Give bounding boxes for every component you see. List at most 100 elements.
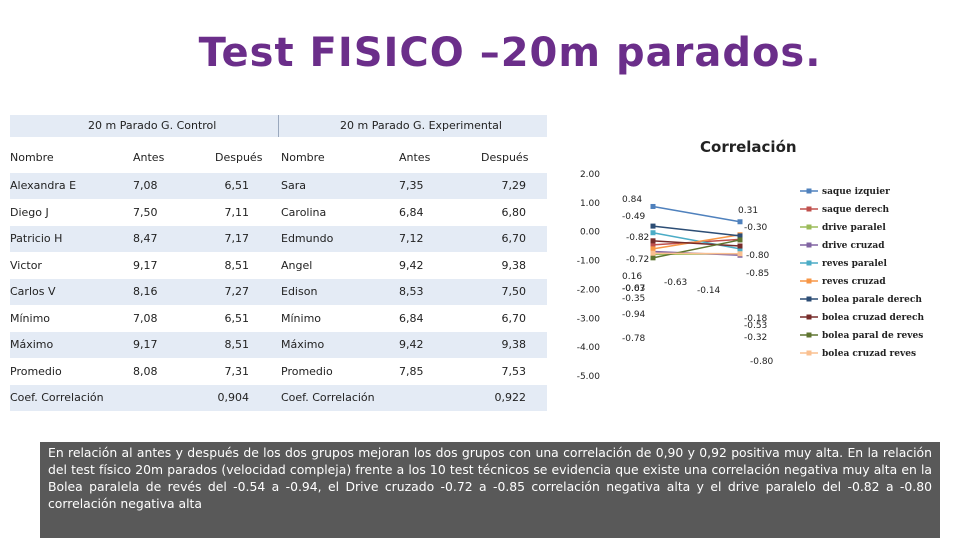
data-label: -0.30 <box>744 223 768 233</box>
table-cell: Diego J <box>10 205 49 219</box>
legend-marker <box>806 242 812 248</box>
table-cell: 7,35 <box>399 179 424 192</box>
correlation-chart: 2.00 1.00 0.00 -1.00 -2.00 -3.00 -4.00 -5.00 saq… <box>577 170 925 382</box>
data-label: -0.94 <box>622 310 646 320</box>
legend-label: drive cruzad <box>822 241 885 251</box>
chart-title: Correlación <box>700 138 797 156</box>
data-label: -0.53 <box>744 321 767 331</box>
data-label: -0.35 <box>622 294 645 304</box>
table-cell: Sara <box>281 179 306 192</box>
legend-label: bolea paral de reves <box>822 331 923 341</box>
legend-marker <box>806 332 812 338</box>
legend-label: drive paralel <box>822 223 886 233</box>
table-cell: 8,53 <box>399 285 424 298</box>
header-cell: Antes <box>133 151 165 164</box>
results-table: 20 m Parado G. Control 20 m Parado G. Ex… <box>10 115 547 411</box>
table-cell: 9,17 <box>133 258 158 272</box>
table-cell: 9,42 <box>399 338 424 351</box>
series-line <box>652 240 741 247</box>
table-cell: 6,51 <box>224 311 250 325</box>
table-cell: Coef. Correlación <box>10 391 104 404</box>
table-row: Carlos V 8,16 7,27 Edison 8,53 7,50 <box>10 279 547 305</box>
table-cell: 7,17 <box>224 232 250 245</box>
data-label: -0.80 <box>750 357 774 367</box>
data-point <box>650 230 656 236</box>
legend-label: reves cruzad <box>822 277 886 287</box>
table-cell: Mínimo <box>281 311 322 325</box>
y-tick-label: 2.00 <box>580 170 600 180</box>
table-cell: 6,84 <box>399 205 424 219</box>
table-cell: 8,51 <box>224 258 250 272</box>
table-cell: Edison <box>281 285 318 298</box>
table-row: Máximo 9,17 8,51 Máximo 9,42 9,38 <box>10 332 547 358</box>
legend-marker <box>806 314 812 320</box>
legend-marker <box>806 350 812 356</box>
table-cell: 7,08 <box>133 311 158 325</box>
data-label: -0.18 <box>744 314 768 324</box>
series-line <box>652 205 741 223</box>
table-cell: 7,27 <box>224 285 250 298</box>
header-cell: Después <box>481 151 529 164</box>
series-line <box>652 239 741 259</box>
table-cell: 6,51 <box>224 179 250 192</box>
legend-label: reves paralel <box>822 259 887 269</box>
table-cell: 7,08 <box>133 179 158 192</box>
data-label: -0.07 <box>622 284 645 294</box>
data-label: -0.78 <box>622 334 646 344</box>
data-label: 0.31 <box>738 206 758 216</box>
table-cell: Coef. Correlación <box>281 391 375 404</box>
legend-label: bolea parale derech <box>822 295 922 305</box>
table-group-header: 20 m Parado G. Control 20 m Parado G. Ex… <box>10 115 547 137</box>
data-label: 0.84 <box>622 195 642 205</box>
legend-marker <box>806 206 812 212</box>
table-header-row: Nombre Antes Después Nombre Antes Despué… <box>10 145 547 171</box>
table-row: Diego J 7,50 7,11 Carolina 6,84 6,80 <box>10 200 547 226</box>
table-row: Promedio 8,08 7,31 Promedio 7,85 7,53 <box>10 359 547 385</box>
table-cell: Mínimo <box>10 311 51 325</box>
data-point <box>737 246 743 252</box>
table-cell: 8,51 <box>224 338 250 351</box>
table-cell: Máximo <box>10 338 54 351</box>
table-cell: Angel <box>281 258 313 272</box>
table-cell: Victor <box>10 258 42 272</box>
table-cell: 6,70 <box>501 311 527 325</box>
data-point <box>650 250 656 256</box>
table-cell: Edmundo <box>281 232 334 245</box>
data-label: -0.80 <box>746 251 770 261</box>
table-cell: Carlos V <box>10 285 56 298</box>
legend-marker <box>806 224 812 230</box>
table-row: Coef. Correlación 0,904 Coef. Correlación 0… <box>10 385 547 411</box>
data-label: -0.85 <box>746 269 769 279</box>
page-title: Test FISICO –20m parados. <box>198 30 822 76</box>
table-row: Victor 9,17 8,51 Angel 9,42 9,38 <box>10 253 547 279</box>
table-cell: 0,904 <box>217 391 250 404</box>
conclusion-text: En relación al antes y después de los do… <box>40 442 940 538</box>
table-row: Alexandra E 7,08 6,51 Sara 7,35 7,29 <box>10 173 547 199</box>
table-cell: 7,31 <box>224 364 250 378</box>
data-label: -0.32 <box>744 333 767 343</box>
series-line <box>652 234 741 250</box>
header-cell: Antes <box>399 151 431 164</box>
header-cell: Después <box>215 151 263 164</box>
table-cell: 9,17 <box>133 338 158 351</box>
y-tick-label: 1.00 <box>580 199 600 209</box>
y-tick-label: -4.00 <box>577 343 601 353</box>
table-cell: Máximo <box>281 338 325 351</box>
table-cell: 7,85 <box>399 364 424 378</box>
legend-label: bolea cruzad derech <box>822 313 925 323</box>
legend-marker <box>806 296 812 302</box>
data-point <box>650 246 656 252</box>
y-tick-label: -5.00 <box>577 372 601 382</box>
legend-label: saque derech <box>822 205 890 215</box>
data-point <box>650 242 656 248</box>
data-label: -0.63 <box>664 278 687 288</box>
header-cell: Nombre <box>10 151 54 164</box>
group-experimental-label: 20 m Parado G. Experimental <box>340 119 502 132</box>
table-cell: Promedio <box>10 364 62 378</box>
data-point <box>650 238 656 244</box>
data-label: -0.63 <box>622 284 645 294</box>
table-cell: 7,12 <box>399 232 424 245</box>
header-cell: Nombre <box>281 151 325 164</box>
legend-marker <box>806 188 812 194</box>
data-label: -0.72 <box>626 255 649 265</box>
